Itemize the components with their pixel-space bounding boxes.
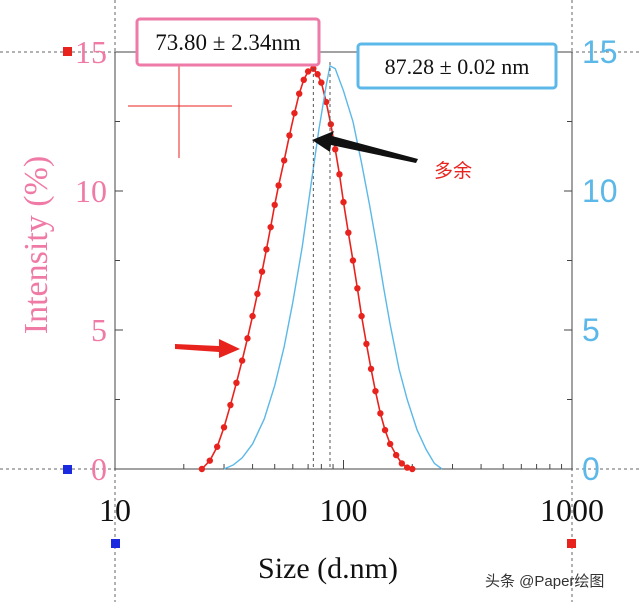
x-tick-label: 1000 <box>540 492 604 528</box>
series-0-point <box>263 246 270 253</box>
series-0-point <box>271 201 278 209</box>
y-axis-title: Intensity (%) <box>18 156 55 334</box>
y2-tick-label: 0 <box>582 451 600 487</box>
series-0-point <box>336 171 343 178</box>
series-0-point <box>358 312 365 320</box>
series-0-point <box>327 121 335 128</box>
y2-tick-label: 5 <box>582 312 600 348</box>
series-0-point <box>367 365 375 373</box>
series-0-point <box>322 98 330 106</box>
series-0-point <box>409 465 416 473</box>
series-0-point <box>398 460 406 467</box>
series-0-point <box>392 451 400 459</box>
series-0-point <box>213 443 221 450</box>
peak-label-red: 73.80 ± 2.34nm <box>135 17 321 67</box>
series-0-point <box>280 157 288 164</box>
crosshair-marker <box>128 57 232 158</box>
series-0-point <box>372 387 379 395</box>
series-0-point <box>249 312 256 320</box>
series-0-point <box>244 335 251 342</box>
series-0-point <box>227 401 234 409</box>
y2-tick-label: 10 <box>582 173 618 209</box>
series-0-point <box>314 71 321 78</box>
series-0-point <box>304 68 312 75</box>
series-0-point <box>286 132 293 139</box>
x-tick-label: 100 <box>320 492 368 528</box>
series-0-point <box>238 357 246 364</box>
series-0-point <box>198 465 206 473</box>
series-0-point <box>296 90 303 97</box>
series-0-point <box>349 257 357 264</box>
arrow-black-annotation <box>312 131 418 163</box>
y-tick-label: 15 <box>75 34 107 70</box>
corner-marker-bottom-left <box>63 465 72 474</box>
corner-marker-top-left <box>63 47 72 56</box>
watermark-text: 头条 @Paper绘图 <box>485 573 604 590</box>
series-0-point <box>220 424 228 431</box>
x-tick-label: 10 <box>99 492 131 528</box>
series-0-point <box>363 340 370 348</box>
series-0-point <box>267 223 274 231</box>
peak-label-red-text: 73.80 ± 2.34nm <box>155 30 301 55</box>
arrow-red-annotation <box>175 339 240 358</box>
x-axis-title: Size (d.nm) <box>258 552 398 585</box>
series-0-point <box>386 440 394 448</box>
series-0-point <box>345 229 352 236</box>
y2-tick-label: 15 <box>582 34 618 70</box>
series-0-point <box>275 182 282 189</box>
y-tick-label: 0 <box>91 451 107 487</box>
series-0-point <box>254 290 261 298</box>
corner-marker-x-left <box>111 539 120 548</box>
plot-frame <box>114 51 573 470</box>
series-0-point <box>354 285 361 292</box>
series-0-point <box>403 464 411 471</box>
series-0-point <box>318 79 325 86</box>
series-0-point <box>291 109 298 117</box>
series-line-1 <box>223 64 443 470</box>
y-tick-label: 5 <box>91 312 107 348</box>
y-tick-label: 10 <box>75 173 107 209</box>
series-0-point <box>340 198 347 206</box>
peak-label-blue-text: 87.28 ± 0.02 nm <box>385 54 530 79</box>
series-0-point <box>377 410 384 417</box>
series-0-point <box>233 379 240 387</box>
series-0-point <box>332 146 339 153</box>
series-0-point <box>381 426 389 434</box>
corner-marker-x-right <box>567 539 576 548</box>
peak-label-blue: 87.28 ± 0.02 nm <box>356 42 558 90</box>
annotation-extra-text: 多余 <box>434 160 472 182</box>
series-0-point <box>258 268 266 275</box>
series-0-point <box>300 76 307 84</box>
series-0-point <box>206 457 214 464</box>
